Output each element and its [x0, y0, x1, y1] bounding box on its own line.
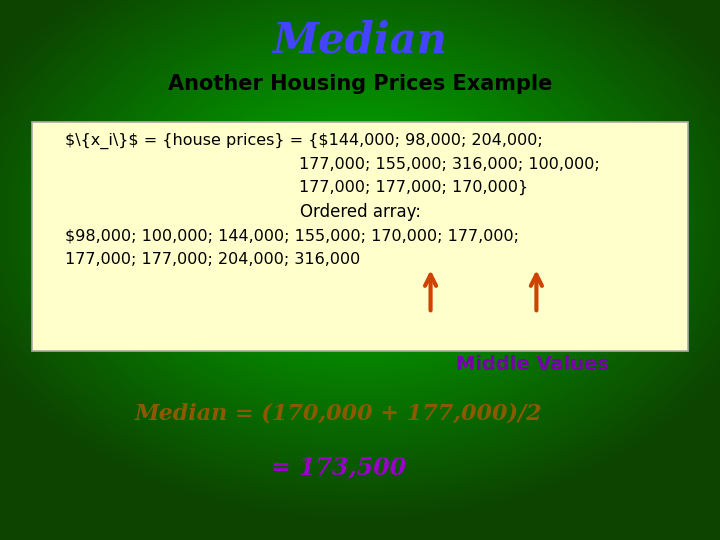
Text: Middle Values: Middle Values: [456, 355, 609, 374]
Text: 177,000; 155,000; 316,000; 100,000;: 177,000; 155,000; 316,000; 100,000;: [299, 157, 600, 172]
Text: $\{x_i\}$ = {house prices} = {$144,000; 98,000; 204,000;: $\{x_i\}$ = {house prices} = {$144,000; …: [65, 132, 543, 149]
Text: $98,000; 100,000; 144,000; 155,000; 170,000; 177,000;: $98,000; 100,000; 144,000; 155,000; 170,…: [65, 228, 519, 244]
Text: = 173,500: = 173,500: [271, 455, 406, 479]
FancyBboxPatch shape: [32, 122, 688, 351]
Text: Median = (170,000 + 177,000)/2: Median = (170,000 + 177,000)/2: [135, 402, 542, 424]
Text: Another Housing Prices Example: Another Housing Prices Example: [168, 73, 552, 94]
Text: Ordered array:: Ordered array:: [300, 203, 420, 221]
Text: 177,000; 177,000; 204,000; 316,000: 177,000; 177,000; 204,000; 316,000: [65, 252, 360, 267]
Text: 177,000; 177,000; 170,000}: 177,000; 177,000; 170,000}: [299, 180, 528, 195]
Text: Median: Median: [273, 19, 447, 62]
